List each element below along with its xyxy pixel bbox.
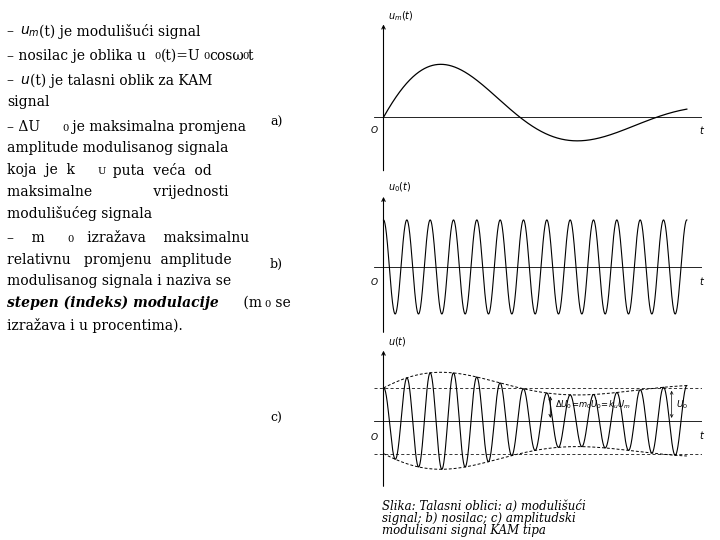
Text: $t$: $t$ [699,429,705,441]
Text: izražava    maksimalnu: izražava maksimalnu [73,231,249,245]
Text: Slika: Talasni oblici: a) modulišući: Slika: Talasni oblici: a) modulišući [382,500,585,512]
Text: 0: 0 [68,235,74,244]
Text: amplitude modulisanog signala: amplitude modulisanog signala [7,141,228,156]
Text: –: – [7,73,19,87]
Text: $O$: $O$ [370,124,379,135]
Text: –: – [7,24,19,38]
Text: relativnu   promjenu  amplitude: relativnu promjenu amplitude [7,253,232,267]
Text: signal; b) nosilac; c) amplitudski: signal; b) nosilac; c) amplitudski [382,512,575,525]
Text: $O$: $O$ [370,276,379,287]
Text: $u_m(t)$: $u_m(t)$ [388,9,414,23]
Text: $t$: $t$ [699,124,705,136]
Text: (t)=U: (t)=U [161,49,201,63]
Text: 0: 0 [155,52,161,62]
Text: modulišućeg signala: modulišućeg signala [7,206,153,221]
Text: 0: 0 [242,52,248,62]
Text: $U_0$: $U_0$ [676,398,688,410]
Text: cosω: cosω [210,49,244,63]
Text: $u_0(t)$: $u_0(t)$ [388,180,411,194]
Text: $t$: $t$ [699,275,705,287]
Text: c): c) [271,412,283,425]
Text: $O$: $O$ [370,431,379,442]
Text: U: U [97,167,106,176]
Text: stepen (indeks) modulacije: stepen (indeks) modulacije [7,296,219,310]
Text: koja  je  k: koja je k [7,163,75,177]
Text: a): a) [270,116,283,129]
Text: – ΔU: – ΔU [7,120,40,134]
Text: (t) je modulišući signal: (t) je modulišući signal [39,24,200,39]
Text: modulisanog signala i naziva se: modulisanog signala i naziva se [7,274,231,288]
Text: izražava i u procentima).: izražava i u procentima). [7,318,183,333]
Text: (m: (m [239,296,262,310]
Text: t: t [248,49,253,63]
Text: (t) je talasni oblik za KAM: (t) je talasni oblik za KAM [30,73,212,88]
Text: $u$: $u$ [20,73,30,87]
Text: $u_m$: $u_m$ [20,24,40,39]
Text: modulisani signal KAM tipa: modulisani signal KAM tipa [382,524,546,537]
Text: 0: 0 [62,124,68,133]
Text: 0: 0 [265,300,271,309]
Text: $u(t)$: $u(t)$ [388,335,407,348]
Text: je maksimalna promjena: je maksimalna promjena [68,120,246,134]
Text: puta  veća  od: puta veća od [104,163,212,178]
Text: –    m: – m [7,231,45,245]
Text: b): b) [270,258,283,271]
Text: se: se [271,296,290,310]
Text: $\Delta U_0\!=\!m_0U_0\!=\!k_uU_m$: $\Delta U_0\!=\!m_0U_0\!=\!k_uU_m$ [555,398,631,410]
Text: 0: 0 [203,52,210,62]
Text: maksimalne              vrijednosti: maksimalne vrijednosti [7,185,229,199]
Text: signal: signal [7,95,50,109]
Text: – nosilac je oblika u: – nosilac je oblika u [7,49,146,63]
